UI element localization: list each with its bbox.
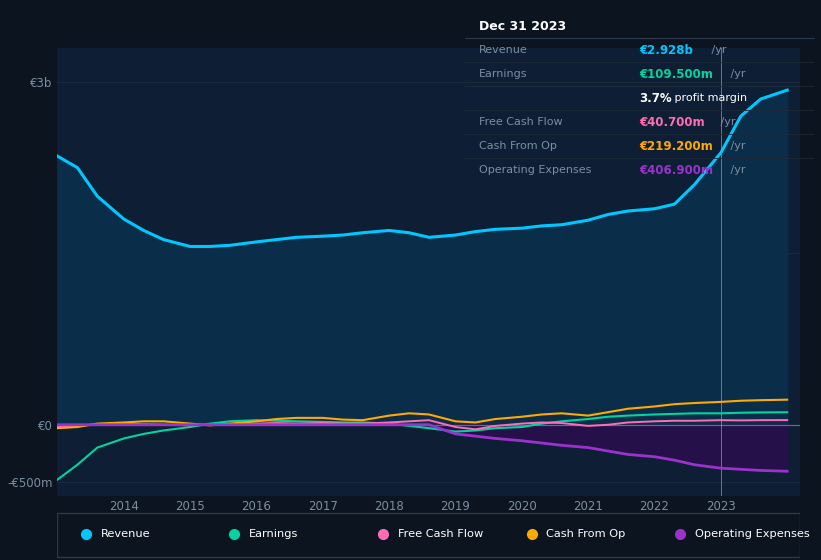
Text: profit margin: profit margin bbox=[671, 93, 746, 103]
Text: Free Cash Flow: Free Cash Flow bbox=[397, 529, 483, 539]
Text: Earnings: Earnings bbox=[249, 529, 299, 539]
Text: €406.900m: €406.900m bbox=[639, 164, 713, 176]
Text: /yr: /yr bbox=[727, 141, 745, 151]
Text: €2.928b: €2.928b bbox=[639, 44, 693, 57]
Text: €40.700m: €40.700m bbox=[639, 115, 704, 128]
Text: €219.200m: €219.200m bbox=[639, 139, 713, 152]
Text: Operating Expenses: Operating Expenses bbox=[695, 529, 810, 539]
Text: Operating Expenses: Operating Expenses bbox=[479, 165, 591, 175]
Text: 3.7%: 3.7% bbox=[639, 91, 672, 105]
Text: /yr: /yr bbox=[718, 117, 736, 127]
Text: /yr: /yr bbox=[708, 45, 726, 55]
Text: /yr: /yr bbox=[727, 69, 745, 79]
Text: Cash From Op: Cash From Op bbox=[546, 529, 626, 539]
Text: Cash From Op: Cash From Op bbox=[479, 141, 557, 151]
Text: €109.500m: €109.500m bbox=[639, 68, 713, 81]
Text: Free Cash Flow: Free Cash Flow bbox=[479, 117, 562, 127]
Text: /yr: /yr bbox=[727, 165, 745, 175]
Text: Earnings: Earnings bbox=[479, 69, 527, 79]
Bar bbox=[57, 513, 800, 558]
Text: Revenue: Revenue bbox=[479, 45, 527, 55]
Text: Revenue: Revenue bbox=[100, 529, 150, 539]
Text: Dec 31 2023: Dec 31 2023 bbox=[479, 20, 566, 32]
